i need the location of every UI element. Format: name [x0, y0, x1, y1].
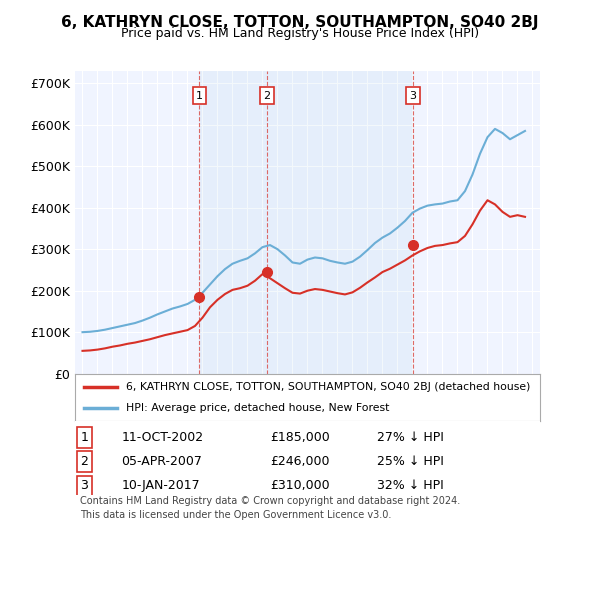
- Text: 6, KATHRYN CLOSE, TOTTON, SOUTHAMPTON, SO40 2BJ (detached house): 6, KATHRYN CLOSE, TOTTON, SOUTHAMPTON, S…: [126, 382, 530, 392]
- Text: 1: 1: [196, 91, 203, 101]
- Text: 11-OCT-2002: 11-OCT-2002: [121, 431, 203, 444]
- Text: 2: 2: [80, 455, 88, 468]
- Text: 6, KATHRYN CLOSE, TOTTON, SOUTHAMPTON, SO40 2BJ: 6, KATHRYN CLOSE, TOTTON, SOUTHAMPTON, S…: [61, 15, 539, 30]
- Text: HPI: Average price, detached house, New Forest: HPI: Average price, detached house, New …: [126, 403, 389, 413]
- Text: £185,000: £185,000: [270, 431, 330, 444]
- Text: 3: 3: [80, 480, 88, 493]
- Text: 1: 1: [80, 431, 88, 444]
- Bar: [199, 71, 267, 373]
- Text: Contains HM Land Registry data © Crown copyright and database right 2024.
This d: Contains HM Land Registry data © Crown c…: [80, 496, 460, 520]
- Bar: [267, 71, 413, 373]
- Text: Price paid vs. HM Land Registry's House Price Index (HPI): Price paid vs. HM Land Registry's House …: [121, 27, 479, 40]
- Text: 05-APR-2007: 05-APR-2007: [121, 455, 202, 468]
- Text: 32% ↓ HPI: 32% ↓ HPI: [377, 480, 444, 493]
- Text: 27% ↓ HPI: 27% ↓ HPI: [377, 431, 444, 444]
- Text: 10-JAN-2017: 10-JAN-2017: [121, 480, 200, 493]
- Text: £246,000: £246,000: [270, 455, 330, 468]
- Text: 2: 2: [263, 91, 271, 101]
- Text: 25% ↓ HPI: 25% ↓ HPI: [377, 455, 444, 468]
- Text: 3: 3: [410, 91, 416, 101]
- Text: £310,000: £310,000: [270, 480, 330, 493]
